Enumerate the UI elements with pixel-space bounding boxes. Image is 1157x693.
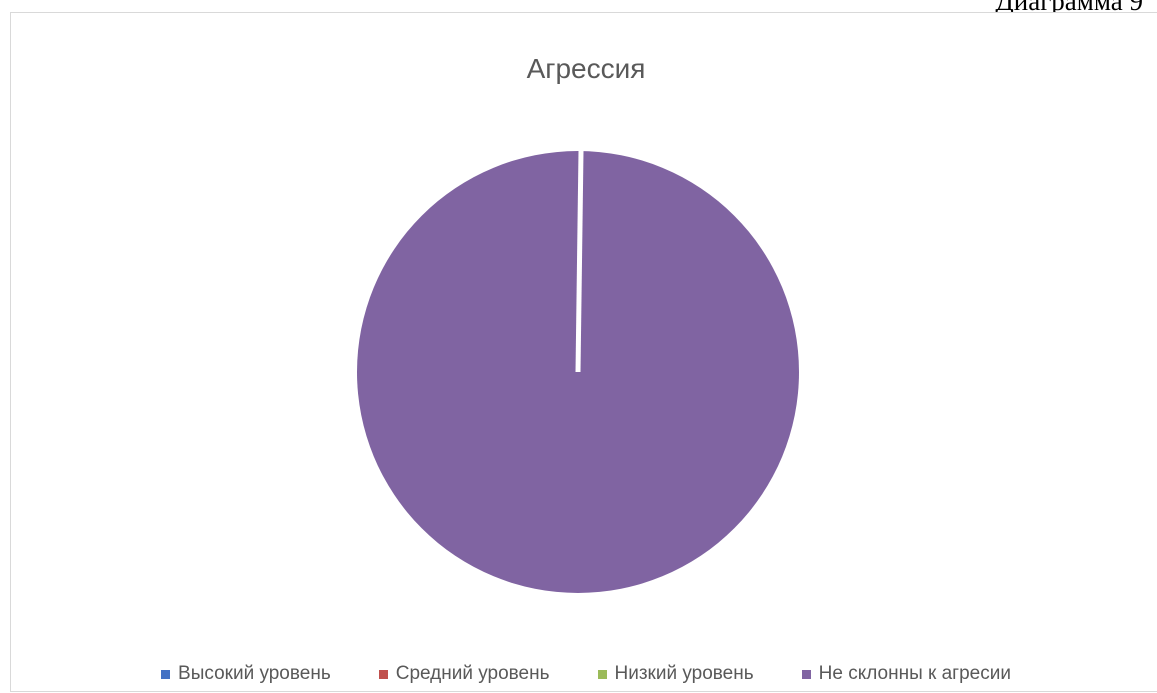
legend-item: Высокий уровень — [161, 663, 331, 685]
legend-swatch — [801, 669, 811, 679]
legend-item: Средний уровень — [378, 663, 550, 685]
slice-separator — [575, 150, 584, 373]
legend-item: Низкий уровень — [597, 663, 754, 685]
legend-swatch — [161, 669, 171, 679]
chart-title: Агрессия — [526, 53, 646, 84]
legend-label: Высокий уровень — [178, 663, 331, 684]
pie-chart — [357, 150, 799, 593]
legend-swatch — [378, 669, 388, 679]
legend-swatch — [597, 669, 607, 679]
legend-label: Низкий уровень — [614, 663, 754, 684]
legend-item: Не склонны к агресии — [801, 663, 1011, 685]
figure-caption: Диаграмма 9 — [995, 0, 1143, 16]
legend-label: Не склонны к агресии — [818, 663, 1011, 684]
chart-legend: Высокий уровень Средний уровень Низкий уро… — [11, 663, 1157, 685]
chart-area: Агрессия Высокий уровень Средний уровень Н… — [10, 12, 1157, 692]
legend-label: Средний уровень — [395, 663, 550, 684]
